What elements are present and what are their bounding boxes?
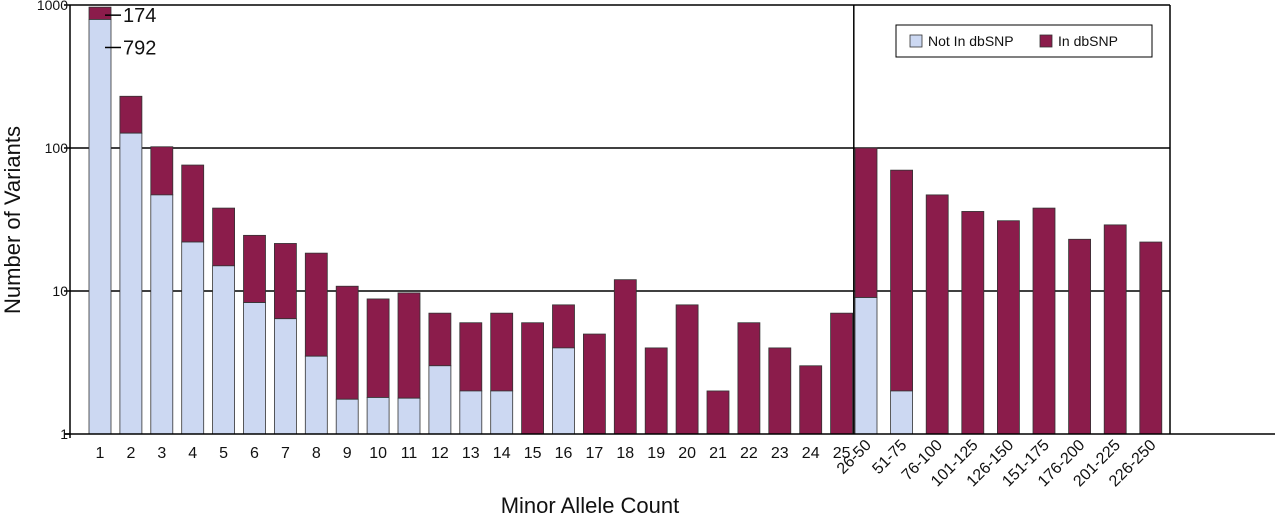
bar-in-dbsnp xyxy=(961,211,985,435)
x-tick-label: 2 xyxy=(126,445,135,462)
bar-in-dbsnp xyxy=(1068,238,1091,435)
bar-not-in-dbsnp xyxy=(243,302,266,435)
y-tick-label: 1 xyxy=(60,426,68,442)
bar-in-dbsnp xyxy=(583,333,606,435)
bar-not-in-dbsnp xyxy=(552,347,575,435)
x-tick-label: 12 xyxy=(431,445,449,462)
bar-not-in-dbsnp xyxy=(335,398,359,435)
x-tick-label: 16 xyxy=(555,445,573,462)
bar-in-dbsnp xyxy=(854,147,878,298)
x-tick-label: 20 xyxy=(678,445,696,462)
bar-in-dbsnp xyxy=(243,234,266,303)
bar-in-dbsnp xyxy=(830,312,853,435)
bar-in-dbsnp xyxy=(521,322,544,435)
bar-in-dbsnp xyxy=(335,285,359,400)
x-tick-label: 13 xyxy=(462,445,480,462)
bar-in-dbsnp xyxy=(490,312,514,392)
x-tick-label: 9 xyxy=(343,445,352,462)
bar-not-in-dbsnp xyxy=(890,390,913,435)
bar-in-dbsnp xyxy=(366,298,390,398)
x-tick-label: 14 xyxy=(493,445,511,462)
y-tick-label: 10 xyxy=(52,283,68,299)
bar-in-dbsnp xyxy=(799,365,823,435)
bar-in-dbsnp xyxy=(304,252,328,357)
bar-in-dbsnp xyxy=(273,243,297,320)
legend-swatch-not-in-dbsnp xyxy=(909,34,923,48)
bar-in-dbsnp xyxy=(88,6,112,20)
x-tick-label: 8 xyxy=(312,445,321,462)
bar-in-dbsnp xyxy=(706,390,730,435)
x-tick-label: 15 xyxy=(524,445,542,462)
bar-not-in-dbsnp xyxy=(854,297,878,435)
bar-in-dbsnp xyxy=(181,164,205,243)
x-tick-label: 19 xyxy=(647,445,665,462)
bar-in-dbsnp xyxy=(119,95,143,134)
bar-in-dbsnp xyxy=(1103,224,1127,435)
x-tick-label: 17 xyxy=(586,445,604,462)
y-axis-label: Number of Variants xyxy=(0,126,25,314)
x-tick-label: 11 xyxy=(401,445,418,462)
bar-in-dbsnp xyxy=(428,312,452,367)
x-tick-label: 4 xyxy=(188,445,197,462)
bar-not-in-dbsnp xyxy=(212,265,236,435)
x-axis-label: Minor Allele Count xyxy=(501,493,680,517)
x-tick-label: 24 xyxy=(802,445,820,462)
bar-in-dbsnp xyxy=(150,146,174,196)
legend-swatch-in-dbsnp xyxy=(1039,34,1053,48)
bars xyxy=(88,6,1163,435)
bar-in-dbsnp xyxy=(675,304,699,435)
bar-not-in-dbsnp xyxy=(273,318,297,435)
x-tick-label: 22 xyxy=(740,445,758,462)
bar-not-in-dbsnp xyxy=(181,241,205,435)
bar-in-dbsnp xyxy=(997,220,1020,435)
bar-in-dbsnp xyxy=(768,347,792,435)
x-tick-label: 25 xyxy=(833,445,851,462)
bar-not-in-dbsnp xyxy=(304,355,328,435)
y-tick-label: 1000 xyxy=(37,0,68,13)
x-tick-label: 7 xyxy=(281,445,290,462)
y-tick-label: 100 xyxy=(45,140,69,156)
annotation-label: 792 xyxy=(123,37,156,59)
bar-not-in-dbsnp xyxy=(119,132,143,435)
bar-in-dbsnp xyxy=(613,279,637,435)
bar-not-in-dbsnp xyxy=(366,397,390,435)
x-tick-label: 23 xyxy=(771,445,789,462)
bar-in-dbsnp xyxy=(1032,207,1056,435)
bar-in-dbsnp xyxy=(644,347,668,435)
bar-not-in-dbsnp xyxy=(88,19,112,435)
bar-in-dbsnp xyxy=(212,207,236,267)
legend-box xyxy=(895,24,1153,58)
bar-in-dbsnp xyxy=(552,304,575,349)
x-tick-label: 1 xyxy=(96,445,105,462)
legend-label-not-in-dbsnp: Not In dbSNP xyxy=(928,33,1014,49)
bar-not-in-dbsnp xyxy=(397,397,421,435)
bar-in-dbsnp xyxy=(925,194,949,435)
x-tick-label: 5 xyxy=(219,445,228,462)
bar-in-dbsnp xyxy=(397,292,421,399)
x-tick-label: 21 xyxy=(709,445,727,462)
bar-not-in-dbsnp xyxy=(490,390,514,435)
legend-label-in-dbsnp: In dbSNP xyxy=(1058,33,1118,49)
bar-not-in-dbsnp xyxy=(459,390,483,435)
x-tick-label: 10 xyxy=(369,445,387,462)
x-tick-label: 18 xyxy=(616,445,634,462)
x-tick-label: 3 xyxy=(157,445,166,462)
bar-not-in-dbsnp xyxy=(428,365,452,435)
x-tick-label: 6 xyxy=(250,445,259,462)
bar-in-dbsnp xyxy=(459,322,483,392)
bar-not-in-dbsnp xyxy=(150,194,174,435)
annotation-label: 174 xyxy=(123,5,156,27)
bar-in-dbsnp xyxy=(737,322,761,435)
bar-in-dbsnp xyxy=(1139,241,1163,435)
legend: Not In dbSNP In dbSNP xyxy=(895,24,1153,58)
bar-in-dbsnp xyxy=(890,169,913,392)
